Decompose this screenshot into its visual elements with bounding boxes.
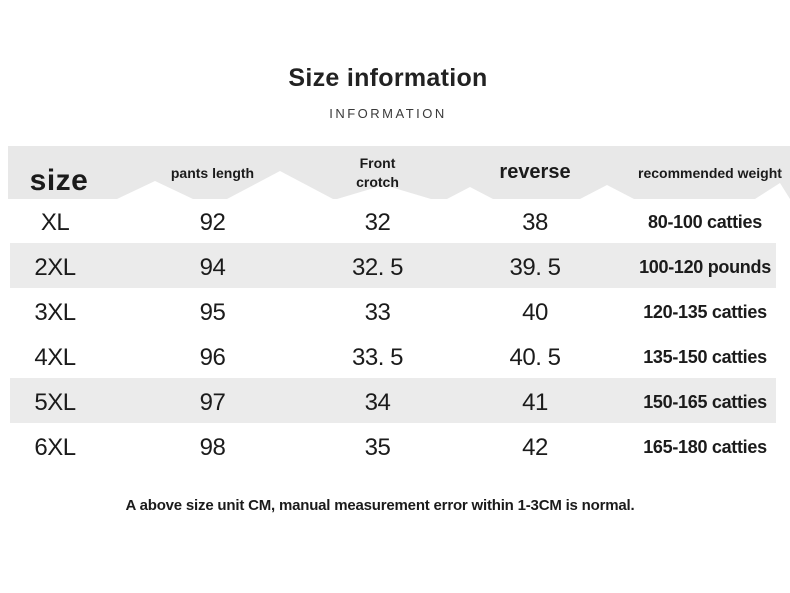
table-row: 5XL 97 34 41 150-165 catties [0,378,790,425]
column-header-front-crotch: Front crotch [356,155,399,190]
table-header-row: size pants length Front crotch reverse r… [8,146,790,199]
cell-weight: 80-100 catties [648,212,762,232]
cell-weight: 135-150 catties [643,347,767,367]
cell-front-crotch: 32 [364,208,391,236]
table-row: XL 92 32 38 80-100 catties [0,200,790,245]
jagged-edge-decoration [337,185,431,199]
cell-weight: 165-180 catties [643,437,767,457]
cell-pants-length: 95 [199,298,226,326]
cell-front-crotch: 32. 5 [352,253,403,281]
cell-front-crotch: 34 [364,388,391,416]
cell-pants-length: 96 [199,343,226,371]
column-header-reverse: reverse [499,161,571,183]
footer-note: A above size unit CM, manual measurement… [125,497,635,514]
cell-reverse: 42 [522,433,548,461]
cell-size: 4XL [34,343,76,371]
table-body: XL 92 32 38 80-100 catties 2XL 94 32. 5 39. 5 100… [0,200,790,470]
cell-size: XL [40,208,70,236]
jagged-edge-decoration [755,183,790,199]
cell-size: 3XL [34,298,76,326]
table-row: 6XL 98 35 42 165-180 catties [0,425,790,470]
cell-pants-length: 98 [199,433,226,461]
cell-size: 5XL [34,388,76,416]
cell-reverse: 39. 5 [509,253,561,281]
cell-reverse: 40. 5 [509,343,561,371]
cell-reverse: 38 [522,208,548,236]
cell-size: 2XL [34,253,76,281]
column-header-size: size [29,164,89,197]
cell-reverse: 40 [522,298,548,326]
cell-front-crotch: 33 [364,298,391,326]
cell-weight: 150-165 catties [643,392,767,412]
table-row: 2XL 94 32. 5 39. 5 100-120 pounds [0,243,790,290]
jagged-edge-decoration [580,185,634,199]
cell-pants-length: 92 [199,208,226,236]
jagged-edge-decoration [117,181,193,199]
column-header-recommended-weight: recommended weight [638,164,782,181]
page-subtitle: INFORMATION [329,106,447,121]
cell-front-crotch: 35 [364,433,391,461]
column-header-pants-length: pants length [170,164,255,181]
cell-front-crotch: 33. 5 [352,343,403,371]
cell-weight: 120-135 catties [643,302,767,322]
cell-pants-length: 97 [199,388,226,416]
page-title: Size information [288,64,488,92]
table-row: 4XL 96 33. 5 40. 5 135-150 catties [0,335,790,380]
jagged-edge-decoration [227,171,333,199]
cell-pants-length: 94 [199,253,226,281]
jagged-edge-decoration [447,187,493,199]
table-row: 3XL 95 33 40 120-135 catties [0,290,790,335]
cell-weight: 100-120 pounds [639,257,771,277]
cell-reverse: 41 [522,388,548,416]
cell-size: 6XL [34,433,76,461]
